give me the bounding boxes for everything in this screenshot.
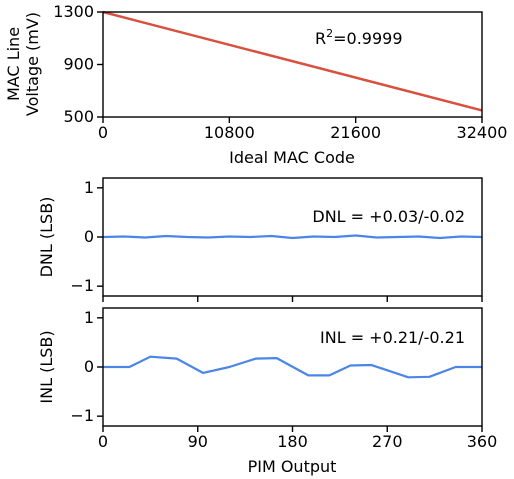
mac-voltage-plot-area — [102, 10, 483, 112]
dnl-annotation: DNL = +0.03/-0.02 — [312, 207, 465, 226]
dnl-panel: −1 0 1 DNL (LSB) DNL = +0.03/-0.02 — [37, 177, 483, 302]
dnl-ytick-label: −1 — [70, 276, 94, 295]
inl-xtick-label: 0 — [98, 432, 108, 451]
inl-annotation: INL = +0.21/-0.21 — [320, 328, 465, 347]
mac-voltage-series-line-0 — [102, 10, 483, 112]
inl-ytick-label: 0 — [84, 357, 94, 376]
inl-series-line-0 — [103, 355, 482, 379]
dnl-ylabel: DNL (LSB) — [37, 197, 56, 278]
inl-xtick-label: 270 — [372, 432, 403, 451]
mac-voltage-xlabel: Ideal MAC Code — [229, 148, 355, 167]
r-squared-sup: 2 — [326, 27, 333, 40]
inl-ytick-label: −1 — [70, 406, 94, 425]
inl-ylabel: INL (LSB) — [37, 330, 56, 403]
mac-voltage-ytick-label: 500 — [63, 107, 94, 126]
dnl-ticks: −1 0 1 — [70, 178, 483, 302]
mac-voltage-xtick-label: 0 — [98, 123, 108, 142]
dnl-series-line-0 — [102, 234, 483, 240]
dnl-plot-area — [102, 234, 483, 240]
mac-voltage-xtick-label: 10800 — [204, 123, 255, 142]
mac-voltage-ylabel-line1: MAC Line — [4, 27, 23, 101]
inl-xtick-label: 180 — [277, 432, 308, 451]
dnl-ytick-label: 0 — [84, 227, 94, 246]
r-squared-base: R — [315, 29, 326, 48]
mac-voltage-panel: 500 900 1300 0 10800 21600 32400 MAC Line Volt… — [4, 2, 507, 167]
inl-xtick-label: 90 — [188, 432, 208, 451]
inl-xtick-label: 360 — [467, 432, 498, 451]
mac-voltage-ticks: 500 900 1300 0 10800 21600 32400 — [53, 2, 507, 142]
r-squared-annotation: R2=0.9999 — [315, 27, 403, 48]
mac-voltage-ytick-label: 1300 — [53, 2, 94, 21]
inl-ytick-label: 1 — [84, 308, 94, 327]
inl-xlabel: PIM Output — [248, 457, 337, 476]
mac-voltage-ylabel-line2: Voltage (mV) — [23, 12, 42, 116]
inl-plot-area — [102, 355, 483, 379]
mac-voltage-xtick-label: 32400 — [457, 123, 508, 142]
dnl-ytick-label: 1 — [84, 178, 94, 197]
mac-voltage-ytick-label: 900 — [63, 55, 94, 74]
r-squared-value: =0.9999 — [333, 29, 402, 48]
mac-voltage-xtick-label: 21600 — [330, 123, 381, 142]
